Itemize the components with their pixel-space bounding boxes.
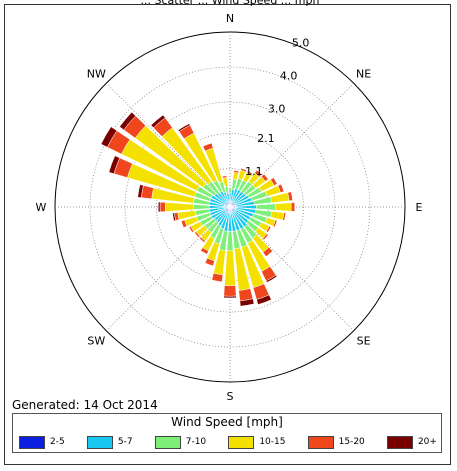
radial-tick-label: 2.1: [257, 132, 275, 145]
rose-segment-15-20: [200, 247, 209, 255]
rose-segment-20+: [137, 184, 144, 198]
legend-swatch: [307, 435, 334, 449]
legend-item: 15-20: [307, 435, 365, 449]
legend-label: 2-5: [50, 437, 65, 447]
rose-segment-7-10: [226, 231, 234, 251]
legend-swatch: [228, 435, 255, 449]
rose-segment-15-20: [180, 219, 188, 228]
rose-segment-20+: [239, 298, 255, 307]
rose-segment-20+: [256, 294, 272, 305]
direction-label-se: SE: [357, 335, 371, 348]
direction-label-n: N: [226, 12, 234, 25]
legend-label: 15-20: [338, 437, 365, 447]
radial-tick-label: 3.0: [268, 102, 286, 115]
rose-segment-20+: [223, 295, 237, 299]
legend-label: 20+: [417, 437, 437, 447]
rose-segment-7-10: [228, 187, 232, 194]
rose-segment-10-15: [165, 202, 194, 212]
chart-title: ... Scatter ... Wind Speed ... mph: [141, 0, 320, 7]
legend-swatch: [86, 435, 113, 449]
rose-segment-15-20: [270, 177, 278, 186]
grid-circle: [156, 133, 304, 281]
rose-segment-20+: [119, 111, 136, 131]
rose-segment-15-20: [287, 191, 293, 202]
legend-item: 2-5: [19, 435, 65, 449]
legend-title: Wind Speed [mph]: [171, 415, 283, 429]
generated-label: Generated: 14 Oct 2014: [12, 398, 158, 412]
direction-label-e: E: [416, 201, 423, 214]
grid-spoke: [106, 83, 231, 208]
rose-segment-15-20: [233, 170, 240, 174]
grid-spoke: [229, 83, 354, 208]
rose-segment-15-20: [265, 225, 272, 233]
rose-segment-10-15: [232, 171, 239, 181]
rose-segment-15-20: [246, 170, 253, 176]
rose-segment-15-20: [199, 236, 206, 243]
rose-segment-15-20: [194, 231, 201, 238]
rose-segment-20+: [158, 201, 161, 213]
legend-swatch: [386, 435, 413, 449]
legend-swatch: [154, 435, 181, 449]
rose-segment-20+: [172, 212, 176, 222]
chart-frame: [4, 4, 451, 465]
rose-segment-10-15: [275, 202, 292, 212]
grid-spoke: [229, 206, 354, 331]
rose-segment-20+: [177, 123, 191, 132]
direction-label-s: S: [227, 390, 234, 400]
rose-segment-15-20: [204, 257, 215, 267]
legend-label: 10-15: [259, 437, 286, 447]
legend: Wind Speed [mph] 2-5 5-7 7-10 10-15 15-20 20+: [12, 413, 442, 453]
rose-segment-15-20: [290, 202, 295, 212]
rose-segment-15-20: [282, 212, 286, 221]
rose-segment-15-20: [223, 285, 237, 297]
rose-segment-15-20: [211, 272, 224, 283]
rose-segment-15-20: [262, 233, 269, 241]
rose-segment-15-20: [202, 142, 214, 152]
direction-label-sw: SW: [87, 335, 105, 348]
rose-segment-15-20: [272, 219, 278, 228]
rose-segment-7-10: [255, 203, 276, 211]
rose-segment-7-10: [193, 204, 210, 210]
rose-segment-15-20: [277, 183, 285, 193]
legend-item: 10-15: [228, 435, 285, 449]
rose-segment-20+: [265, 274, 278, 283]
rose-segment-20+: [108, 155, 121, 175]
rose-segment-15-20: [188, 225, 195, 233]
wind-rose-chart: ... Scatter ... Wind Speed ... mph 1.1 2.1…: [36, 0, 423, 400]
rose-segment-15-20: [159, 201, 166, 213]
radial-tick-label: 5.0: [292, 37, 310, 50]
direction-label-ne: NE: [356, 67, 371, 80]
grid-spoke: [106, 206, 231, 331]
rose-segment-20+: [100, 126, 118, 148]
rose-segment-20+: [150, 114, 166, 129]
legend-items: 2-5 5-7 7-10 10-15 15-20 20+: [19, 435, 437, 449]
rose-segment-15-20: [222, 175, 228, 179]
legend-label: 5-7: [117, 437, 133, 447]
rose-segment-15-20: [262, 246, 273, 257]
grid-circle: [89, 66, 371, 348]
legend-label: 7-10: [185, 437, 207, 447]
radial-tick-label: 4.0: [280, 69, 298, 82]
legend-item: 20+: [386, 435, 437, 449]
rose-segment-15-20: [240, 167, 247, 173]
direction-label-w: W: [36, 201, 47, 214]
rose-segment-10-15: [270, 211, 285, 221]
rose-segment-10-15: [224, 250, 236, 286]
rose-segment-15-20: [254, 169, 262, 178]
radial-tick-label: 1.1: [245, 165, 263, 178]
rose-segment-15-20: [261, 173, 269, 182]
direction-label-nw: NW: [87, 67, 106, 80]
legend-swatch: [19, 435, 45, 449]
legend-item: 5-7: [86, 435, 133, 449]
legend-item: 7-10: [154, 435, 207, 449]
